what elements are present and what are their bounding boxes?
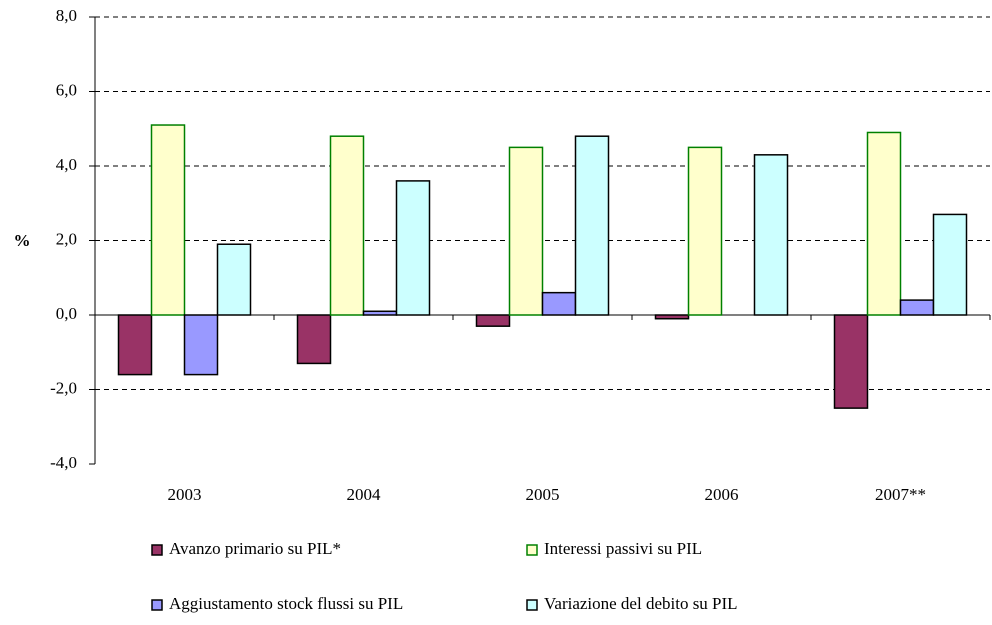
legend-swatch xyxy=(151,599,163,611)
bar xyxy=(395,180,431,316)
y-tick-label: 4,0 xyxy=(56,155,77,174)
bar xyxy=(117,314,153,376)
y-tick-label: -2,0 xyxy=(50,378,77,397)
x-tick-label: 2006 xyxy=(705,485,739,504)
x-tick-label: 2003 xyxy=(168,485,202,504)
bar xyxy=(362,310,398,316)
bar xyxy=(899,299,935,316)
legend-swatch xyxy=(526,599,538,611)
legend-label: Avanzo primario su PIL* xyxy=(169,539,341,558)
bar xyxy=(329,135,365,316)
y-tick-label: 2,0 xyxy=(56,229,77,248)
y-axis-label: % xyxy=(14,231,31,250)
legend-label: Variazione del debito su PIL xyxy=(544,594,738,613)
bar xyxy=(753,154,789,316)
legend-swatch xyxy=(151,544,163,556)
x-tick-label: 2005 xyxy=(526,485,560,504)
y-tick-label: -4,0 xyxy=(50,453,77,472)
bar xyxy=(541,291,577,316)
x-tick-label: 2004 xyxy=(347,485,382,504)
bar xyxy=(866,131,902,316)
bar xyxy=(150,124,186,316)
bar xyxy=(508,146,544,316)
y-tick-label: 8,0 xyxy=(56,6,77,25)
legend-swatch xyxy=(526,544,538,556)
y-tick-label: 0,0 xyxy=(56,304,77,323)
bar xyxy=(833,314,869,409)
legend-label: Interessi passivi su PIL xyxy=(544,539,702,558)
bar xyxy=(932,213,968,316)
bar xyxy=(183,314,219,376)
legend-label: Aggiustamento stock flussi su PIL xyxy=(169,594,403,613)
bar xyxy=(296,314,332,365)
y-tick-label: 6,0 xyxy=(56,80,77,99)
bar xyxy=(574,135,610,316)
bar xyxy=(687,146,723,316)
bar xyxy=(216,243,252,316)
bar xyxy=(475,314,511,327)
x-tick-label: 2007** xyxy=(875,485,926,504)
bar xyxy=(654,314,690,320)
